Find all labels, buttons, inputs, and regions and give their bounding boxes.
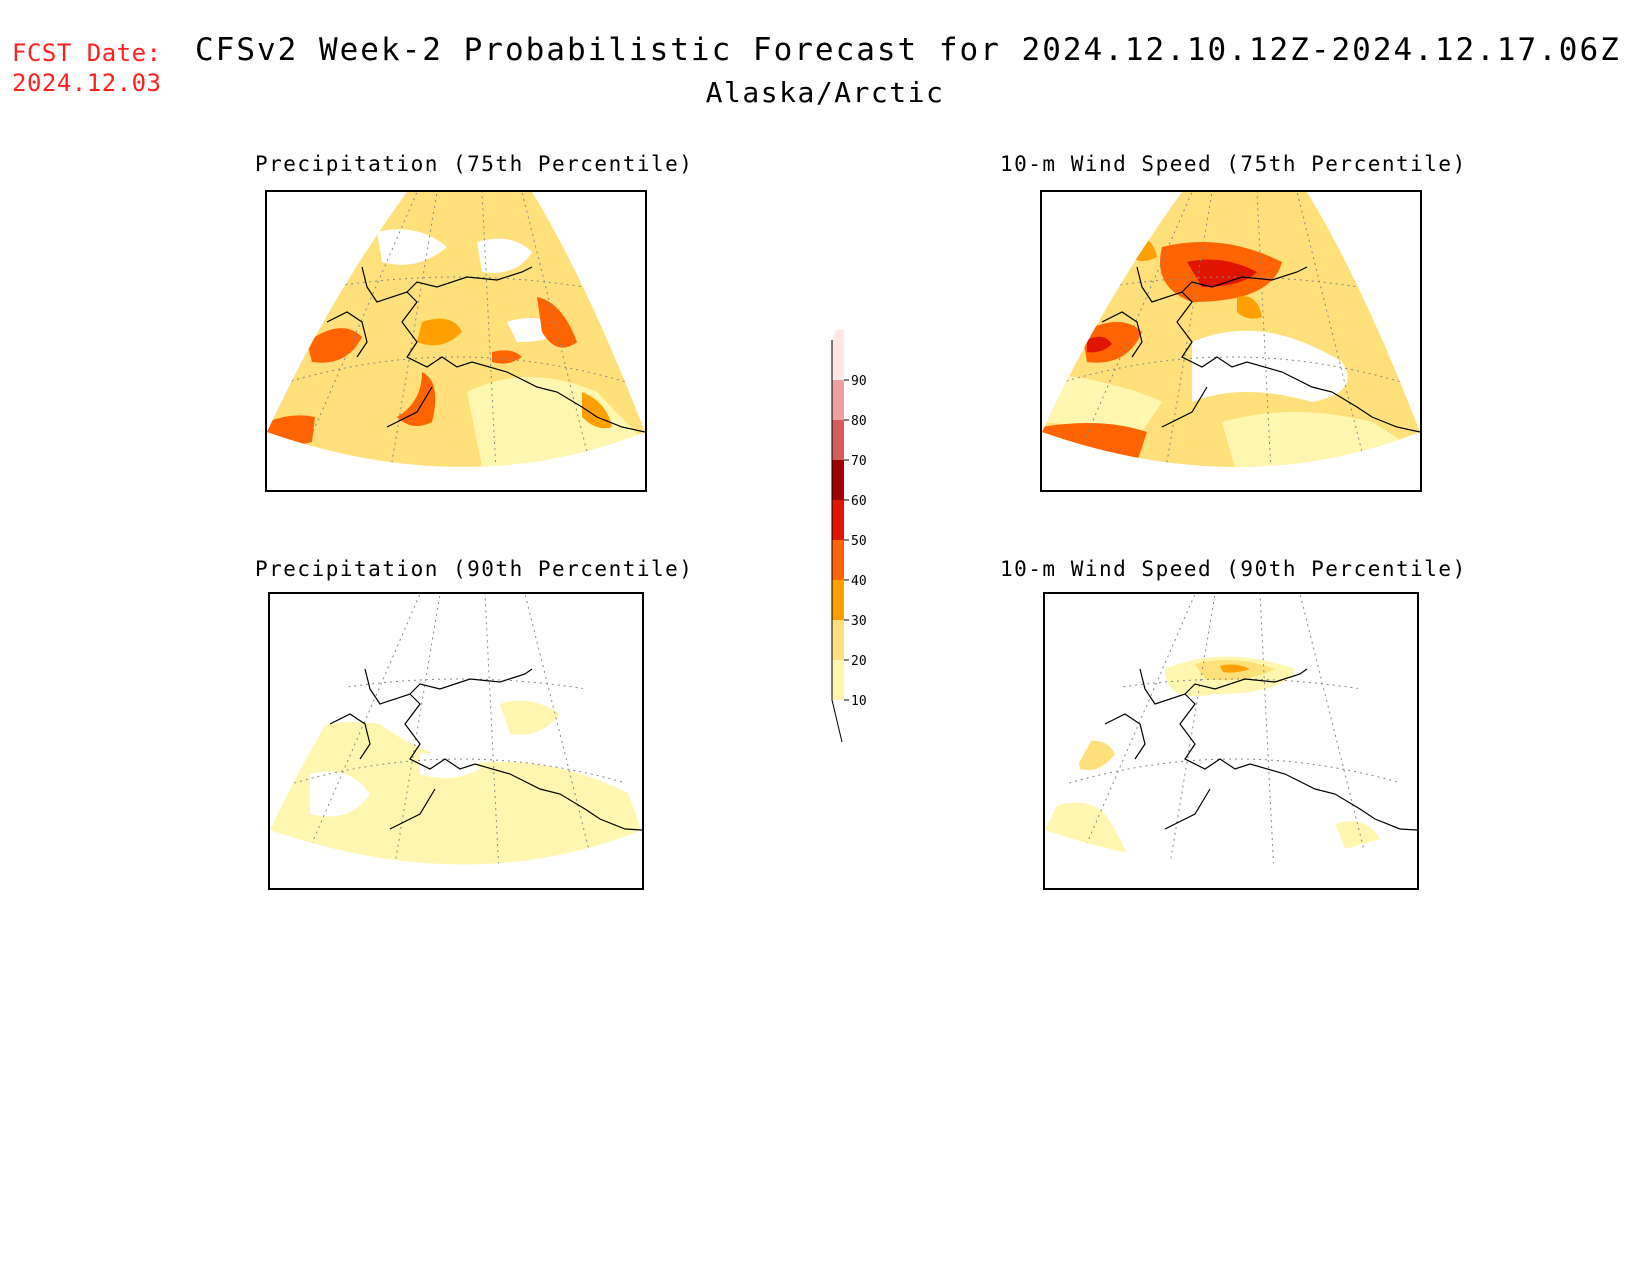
legend-tick-label: 30 bbox=[851, 614, 867, 629]
precip75-coastline bbox=[406, 266, 533, 293]
map-panel-wind90 bbox=[1043, 592, 1419, 890]
precip90-fill-light bbox=[500, 700, 560, 735]
precip90-map bbox=[270, 594, 642, 865]
map-panel-wind75 bbox=[1040, 190, 1422, 492]
legend-swatch bbox=[832, 340, 844, 380]
legend-tick-label: 40 bbox=[851, 574, 867, 589]
wind75-coastline bbox=[1161, 386, 1208, 428]
precip75-map bbox=[267, 192, 645, 467]
panel-title-precip90: Precipitation (90th Percentile) bbox=[255, 557, 694, 581]
wind75-coastline bbox=[1181, 266, 1308, 293]
map-panel-precip75 bbox=[265, 190, 647, 492]
precip75-fill-blank bbox=[477, 238, 532, 273]
legend-swatch bbox=[832, 660, 844, 700]
precip75-fill-high bbox=[397, 372, 436, 426]
precip75-fill-mid bbox=[417, 318, 462, 346]
precip75-coastline bbox=[326, 311, 368, 358]
legend-tick-label: 80 bbox=[851, 414, 867, 429]
forecast-date-label: FCST Date: bbox=[12, 39, 162, 67]
legend-cap bbox=[832, 310, 844, 340]
forecast-date-value: 2024.12.03 bbox=[12, 69, 162, 97]
wind75-fill-high bbox=[1042, 423, 1147, 462]
precip75-fill-blank bbox=[377, 229, 447, 265]
legend-swatch bbox=[832, 420, 844, 460]
legend-tick-label: 20 bbox=[851, 654, 867, 669]
wind90-coastline bbox=[1164, 788, 1211, 830]
wind75-coastline bbox=[1101, 311, 1143, 358]
precip90-coastline bbox=[329, 713, 371, 760]
wind75-fill-blank bbox=[1192, 330, 1348, 402]
wind75-fill-high bbox=[1082, 322, 1142, 363]
wind90-coastline bbox=[1184, 668, 1308, 695]
legend-swatch bbox=[832, 580, 844, 620]
wind90-fill-high bbox=[1220, 664, 1250, 673]
legend-swatch bbox=[832, 500, 844, 540]
precip90-fill-blank bbox=[420, 753, 480, 778]
map-panel-precip90 bbox=[268, 592, 644, 890]
wind90-fill-mid bbox=[1075, 740, 1115, 770]
wind75-map bbox=[1042, 192, 1420, 467]
region-title: Alaska/Arctic bbox=[705, 76, 945, 109]
wind75-fill-max bbox=[1187, 259, 1257, 287]
precip75-coastline bbox=[386, 386, 433, 428]
wind75-fill-max bbox=[1087, 336, 1112, 353]
panel-title-wind75: 10-m Wind Speed (75th Percentile) bbox=[1000, 152, 1467, 176]
wind75-fill-light bbox=[1042, 372, 1162, 432]
precip75-fill-mid bbox=[582, 392, 612, 429]
wind90-coastline bbox=[1104, 713, 1146, 760]
page-title: CFSv2 Week-2 Probabilistic Forecast for … bbox=[195, 32, 1621, 68]
color-legend: 10 20 30 40 50 60 70 80 90 bbox=[820, 310, 880, 754]
precip75-fill-high bbox=[307, 328, 362, 363]
legend-swatch bbox=[832, 460, 844, 500]
wind75-fill-light bbox=[1222, 412, 1420, 467]
legend-swatch bbox=[832, 620, 844, 660]
panel-title-precip75: Precipitation (75th Percentile) bbox=[255, 152, 694, 176]
precip90-fill-blank bbox=[310, 771, 370, 817]
wind90-fill-light bbox=[1045, 802, 1135, 865]
legend-tick-label: 60 bbox=[851, 494, 867, 509]
wind75-fill-mid bbox=[1237, 296, 1262, 319]
legend-swatch bbox=[832, 380, 844, 420]
legend-tick-label: 50 bbox=[851, 534, 867, 549]
legend-bottom-arrow bbox=[831, 699, 843, 743]
legend-tick-label: 90 bbox=[851, 374, 867, 389]
precip75-fill-high bbox=[267, 415, 315, 452]
precip90-fill-light bbox=[270, 722, 642, 865]
precip75-fill-high bbox=[492, 350, 522, 364]
precip90-coastline bbox=[409, 668, 533, 695]
precip75-fill-high bbox=[537, 297, 577, 348]
legend-colorbar: 10 20 30 40 50 60 70 80 90 bbox=[831, 310, 867, 743]
wind90-fill-light bbox=[1335, 821, 1380, 849]
legend-swatch bbox=[832, 540, 844, 580]
legend-tick-label: 10 bbox=[851, 694, 867, 709]
legend-tick-label: 70 bbox=[851, 454, 867, 469]
precip90-coastline bbox=[389, 788, 436, 830]
panel-title-wind90: 10-m Wind Speed (90th Percentile) bbox=[1000, 557, 1467, 581]
forecast-date-block: FCST Date: 2024.12.03 bbox=[12, 38, 162, 98]
wind90-map bbox=[1045, 594, 1417, 865]
